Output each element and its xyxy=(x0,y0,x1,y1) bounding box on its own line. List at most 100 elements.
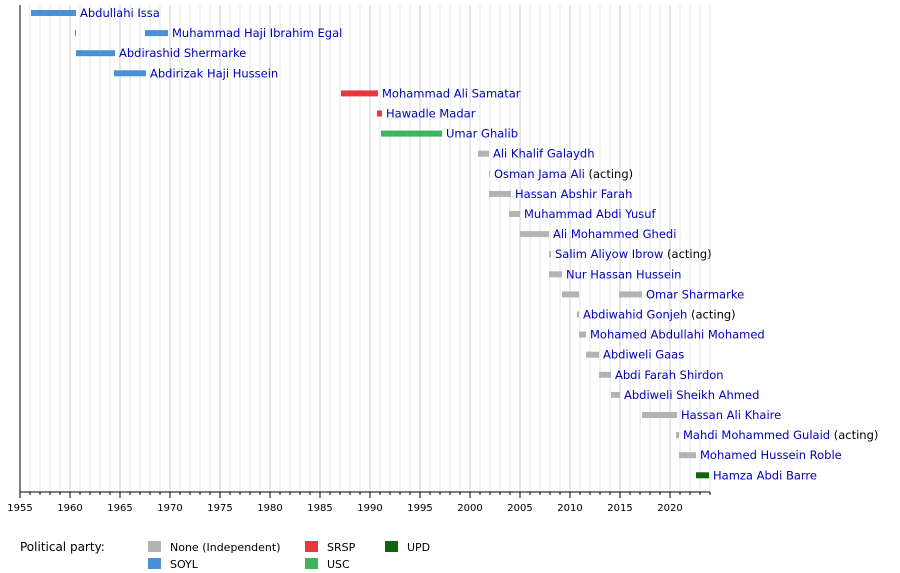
term-bar xyxy=(679,452,696,459)
x-tick-label: 2020 xyxy=(657,503,682,514)
legend-swatch xyxy=(305,541,318,552)
person-name-link[interactable]: Abdirashid Shermarke xyxy=(119,46,246,60)
name-label[interactable]: Muhammad Haji Ibrahim Egal xyxy=(172,26,342,40)
acting-note: (acting) xyxy=(830,428,878,442)
acting-note: (acting) xyxy=(663,247,711,261)
person-name-link[interactable]: Hassan Abshir Farah xyxy=(515,187,632,201)
person-name-link[interactable]: Mohamed Abdullahi Mohamed xyxy=(590,328,765,342)
person-name-link[interactable]: Abdiwahid Gonjeh xyxy=(583,308,687,322)
name-label[interactable]: Abdullahi Issa xyxy=(80,6,160,20)
name-label[interactable]: Osman Jama Ali (acting) xyxy=(494,167,633,181)
term-bar xyxy=(549,251,551,258)
legend-swatch xyxy=(148,558,161,569)
x-tick-label: 1995 xyxy=(407,503,432,514)
term-bar xyxy=(509,211,520,217)
name-label[interactable]: Abdiweli Sheikh Ahmed xyxy=(624,388,759,402)
name-label[interactable]: Hassan Ali Khaire xyxy=(681,408,781,422)
term-bar xyxy=(75,30,76,37)
name-label[interactable]: Mahdi Mohammed Gulaid (acting) xyxy=(683,428,878,442)
person-name-link[interactable]: Muhammad Abdi Yusuf xyxy=(524,207,657,221)
term-bar xyxy=(619,291,642,298)
name-label[interactable]: Abdiweli Gaas xyxy=(603,348,684,362)
term-bar xyxy=(489,170,490,177)
term-bar xyxy=(31,10,76,16)
legend-label: SOYL xyxy=(170,558,199,571)
term-bar xyxy=(611,391,620,398)
person-name-link[interactable]: Hawadle Madar xyxy=(386,107,476,121)
legend-label: None (Independent) xyxy=(170,541,281,554)
term-bar xyxy=(562,291,579,298)
party-legend: Political party: None (Independent) SOYL S… xyxy=(20,540,430,571)
legend-label: USC xyxy=(327,558,350,571)
legend-label: UPD xyxy=(407,541,430,554)
person-name-link[interactable]: Mohammad Ali Samatar xyxy=(382,86,521,100)
x-tick-label: 2010 xyxy=(557,503,582,514)
name-label[interactable]: Hassan Abshir Farah xyxy=(515,187,632,201)
x-tick-label: 1970 xyxy=(157,503,182,514)
person-name-link[interactable]: Umar Ghalib xyxy=(446,127,518,141)
name-label[interactable]: Ali Khalif Galaydh xyxy=(493,147,594,161)
term-bar xyxy=(549,271,562,278)
x-tick-label: 2015 xyxy=(607,503,632,514)
legend-label: SRSP xyxy=(327,541,356,554)
legend-swatch xyxy=(385,541,398,552)
x-tick-label: 2000 xyxy=(457,503,482,514)
person-name-link[interactable]: Muhammad Haji Ibrahim Egal xyxy=(172,26,342,40)
name-label[interactable]: Abdirashid Shermarke xyxy=(119,46,246,60)
name-label[interactable]: Mohammad Ali Samatar xyxy=(382,86,521,100)
term-bar xyxy=(381,130,442,137)
term-bars xyxy=(31,10,709,479)
legend-swatch xyxy=(148,541,161,552)
term-bar xyxy=(489,190,511,197)
person-name-link[interactable]: Nur Hassan Hussein xyxy=(566,267,681,281)
x-tick-label: 1975 xyxy=(207,503,232,514)
term-bar xyxy=(599,371,611,378)
name-label[interactable]: Salim Aliyow Ibrow (acting) xyxy=(555,247,712,261)
person-name-link[interactable]: Hassan Ali Khaire xyxy=(681,408,781,422)
person-name-link[interactable]: Abdi Farah Shirdon xyxy=(615,368,724,382)
person-name-link[interactable]: Mahdi Mohammed Gulaid xyxy=(683,428,830,442)
name-label[interactable]: Abdi Farah Shirdon xyxy=(615,368,724,382)
name-label[interactable]: Abdiwahid Gonjeh (acting) xyxy=(583,308,736,322)
term-bar xyxy=(586,351,599,358)
x-tick-label: 1955 xyxy=(7,503,32,514)
term-bar xyxy=(478,150,489,157)
grid-lines xyxy=(29,5,711,492)
term-bar xyxy=(577,311,579,318)
name-label[interactable]: Mohamed Hussein Roble xyxy=(700,448,842,462)
person-name-link[interactable]: Osman Jama Ali xyxy=(494,167,585,181)
person-name-link[interactable]: Abdiweli Gaas xyxy=(603,348,684,362)
person-name-link[interactable]: Salim Aliyow Ibrow xyxy=(555,247,663,261)
name-labels: Abdullahi Issa Muhammad Haji Ibrahim Egal… xyxy=(80,6,878,482)
name-label[interactable]: Hamza Abdi Barre xyxy=(713,468,817,482)
x-tick-label: 1960 xyxy=(57,503,82,514)
name-label[interactable]: Hawadle Madar xyxy=(386,107,476,121)
name-label[interactable]: Omar Sharmarke xyxy=(646,287,744,301)
x-axis: 1955 1960 1965 1970 1975 1980 1985 1990 1995 2000… xyxy=(7,5,711,514)
legend-title: Political party: xyxy=(20,540,105,554)
term-bar xyxy=(696,472,709,479)
x-tick-label: 1980 xyxy=(257,503,282,514)
x-tick-label: 1985 xyxy=(307,503,332,514)
acting-note: (acting) xyxy=(585,167,633,181)
name-label[interactable]: Ali Mohammed Ghedi xyxy=(553,227,676,241)
name-label[interactable]: Mohamed Abdullahi Mohamed xyxy=(590,328,765,342)
person-name-link[interactable]: Abdullahi Issa xyxy=(80,6,160,20)
term-bar xyxy=(76,50,115,57)
person-name-link[interactable]: Ali Khalif Galaydh xyxy=(493,147,594,161)
x-tick-label: 1965 xyxy=(107,503,132,514)
x-tick-label: 1990 xyxy=(357,503,382,514)
person-name-link[interactable]: Ali Mohammed Ghedi xyxy=(553,227,676,241)
name-label[interactable]: Nur Hassan Hussein xyxy=(566,267,681,281)
person-name-link[interactable]: Abdiweli Sheikh Ahmed xyxy=(624,388,759,402)
person-name-link[interactable]: Abdirizak Haji Hussein xyxy=(150,66,278,80)
person-name-link[interactable]: Omar Sharmarke xyxy=(646,287,744,301)
person-name-link[interactable]: Mohamed Hussein Roble xyxy=(700,448,842,462)
name-label[interactable]: Abdirizak Haji Hussein xyxy=(150,66,278,80)
term-bar xyxy=(579,331,586,338)
name-label[interactable]: Umar Ghalib xyxy=(446,127,518,141)
person-name-link[interactable]: Hamza Abdi Barre xyxy=(713,468,817,482)
x-tick-label: 2005 xyxy=(507,503,532,514)
name-label[interactable]: Muhammad Abdi Yusuf xyxy=(524,207,657,221)
